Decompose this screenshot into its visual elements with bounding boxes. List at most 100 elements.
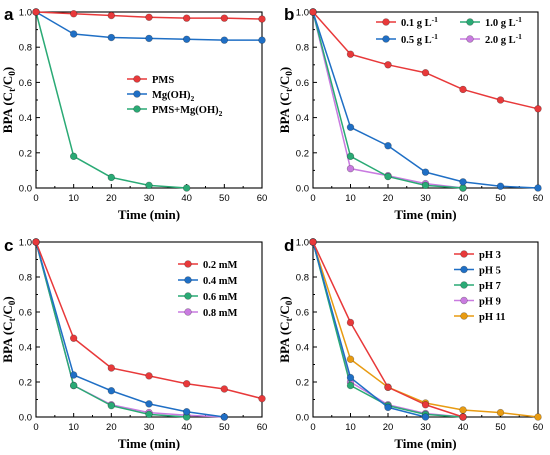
y-tick-label: 1.0 xyxy=(19,238,32,249)
data-point xyxy=(182,14,191,22)
data-point xyxy=(459,85,467,94)
y-tick-label: 0.0 xyxy=(296,413,309,424)
y-tick-label: 0.6 xyxy=(296,308,309,319)
y-tick-label: 0.0 xyxy=(19,184,32,195)
x-tick-label: 20 xyxy=(383,193,394,204)
legend-marker xyxy=(184,292,192,300)
series-ph-7 xyxy=(309,238,467,421)
y-tick-label: 0.4 xyxy=(296,113,309,124)
legend-marker xyxy=(460,312,468,320)
data-point xyxy=(496,182,505,190)
legend-marker xyxy=(184,308,192,316)
data-point xyxy=(69,152,78,161)
data-point xyxy=(534,184,542,192)
y-axis-title: BPA (Ct/C0) xyxy=(277,67,295,133)
legend-label: PMS+Mg(OH)2​ xyxy=(152,105,223,118)
legend-label: pH 5 xyxy=(479,265,501,276)
y-tick-label: 0.2 xyxy=(19,378,32,389)
y-axis-title: BPA (Ct/C0) xyxy=(0,296,18,362)
y-tick-label: 0.4 xyxy=(296,343,309,354)
x-tick-label: 0 xyxy=(33,193,38,204)
panel-letter: d xyxy=(284,236,294,255)
legend-label: pH 11 xyxy=(479,312,506,323)
data-point xyxy=(534,413,542,421)
data-point xyxy=(346,318,355,327)
series-line xyxy=(35,241,225,418)
data-point xyxy=(220,36,229,44)
data-point xyxy=(145,181,153,190)
x-tick-label: 50 xyxy=(495,193,506,204)
y-tick-label: 0.0 xyxy=(19,413,32,424)
x-tick-label: 30 xyxy=(420,193,431,204)
x-tick-label: 60 xyxy=(533,422,544,433)
legend: 0.1 g L-1​ 0.5 g L-1​ 1.0 g L-1​ 2.0 g L-1​ xyxy=(376,15,522,46)
data-point xyxy=(107,401,116,410)
y-tick-label: 0.6 xyxy=(19,78,32,89)
data-point xyxy=(145,372,153,380)
series-line xyxy=(312,241,539,418)
series-0-2-mm xyxy=(32,238,266,403)
data-point xyxy=(459,184,467,192)
y-tick-label: 0.8 xyxy=(296,43,309,54)
x-tick-label: 10 xyxy=(345,422,356,433)
panel-letter: c xyxy=(4,236,13,255)
legend-label: 0.4 mM xyxy=(203,276,237,287)
x-tick-label: 40 xyxy=(181,193,192,204)
plot-frame xyxy=(312,241,539,418)
data-point xyxy=(32,8,40,16)
data-point xyxy=(384,142,392,150)
y-axis-title: BPA (Ct/C0) xyxy=(277,296,295,362)
data-point xyxy=(346,123,355,131)
data-point xyxy=(107,173,116,182)
data-point xyxy=(145,34,153,43)
series-0-1-g-l-1 xyxy=(309,8,542,113)
legend-marker xyxy=(460,250,468,258)
y-tick-label: 0.8 xyxy=(19,273,32,284)
data-point xyxy=(421,181,430,190)
x-tick-label: 30 xyxy=(144,422,155,433)
x-tick-label: 10 xyxy=(68,422,79,433)
data-point xyxy=(32,238,40,246)
legend: pH 3 pH 5 pH 7 pH 9 pH 11 xyxy=(454,250,506,323)
data-point xyxy=(421,413,430,421)
y-tick-label: 1.0 xyxy=(19,8,32,19)
legend-marker xyxy=(133,105,141,113)
legend-label: pH 9 xyxy=(479,296,501,307)
legend-label: 1.0 g L-1​ xyxy=(485,15,522,29)
legend-label: 0.6 mM xyxy=(203,292,237,303)
data-point xyxy=(182,184,191,192)
panel-letter: b xyxy=(284,5,294,24)
x-tick-label: 30 xyxy=(144,193,155,204)
legend-marker xyxy=(460,296,468,305)
data-point xyxy=(69,30,78,38)
y-tick-label: 0.4 xyxy=(19,113,32,124)
x-tick-label: 0 xyxy=(310,193,315,204)
x-tick-label: 50 xyxy=(219,193,230,204)
legend-marker xyxy=(460,265,468,274)
data-point xyxy=(182,35,191,43)
data-point xyxy=(69,334,78,342)
x-tick-label: 20 xyxy=(106,422,117,433)
y-tick-label: 0.8 xyxy=(296,273,309,284)
legend-label: 2.0 g L-1​ xyxy=(485,32,522,46)
legend-marker xyxy=(133,90,141,98)
data-point xyxy=(421,168,430,176)
legend-label: PMS xyxy=(152,75,174,86)
data-point xyxy=(182,408,191,416)
data-point xyxy=(459,413,467,421)
data-point xyxy=(258,36,266,44)
data-point xyxy=(384,403,392,412)
data-point xyxy=(258,15,266,23)
series-ph-5 xyxy=(309,238,430,421)
legend-label: 0.8 mM xyxy=(203,308,237,319)
y-tick-label: 0.2 xyxy=(296,378,309,389)
panel-c: c 0 10 20 30 40 50 60 0.0 0.2 0.4 0.6 0.8 1.0 Time (mi… xyxy=(0,236,267,451)
data-point xyxy=(182,380,191,388)
series-pms xyxy=(32,8,266,23)
y-tick-label: 0.4 xyxy=(19,343,32,354)
data-point xyxy=(220,385,229,393)
y-tick-label: 1.0 xyxy=(296,238,309,249)
legend-marker xyxy=(382,18,390,26)
x-tick-label: 50 xyxy=(219,422,230,433)
